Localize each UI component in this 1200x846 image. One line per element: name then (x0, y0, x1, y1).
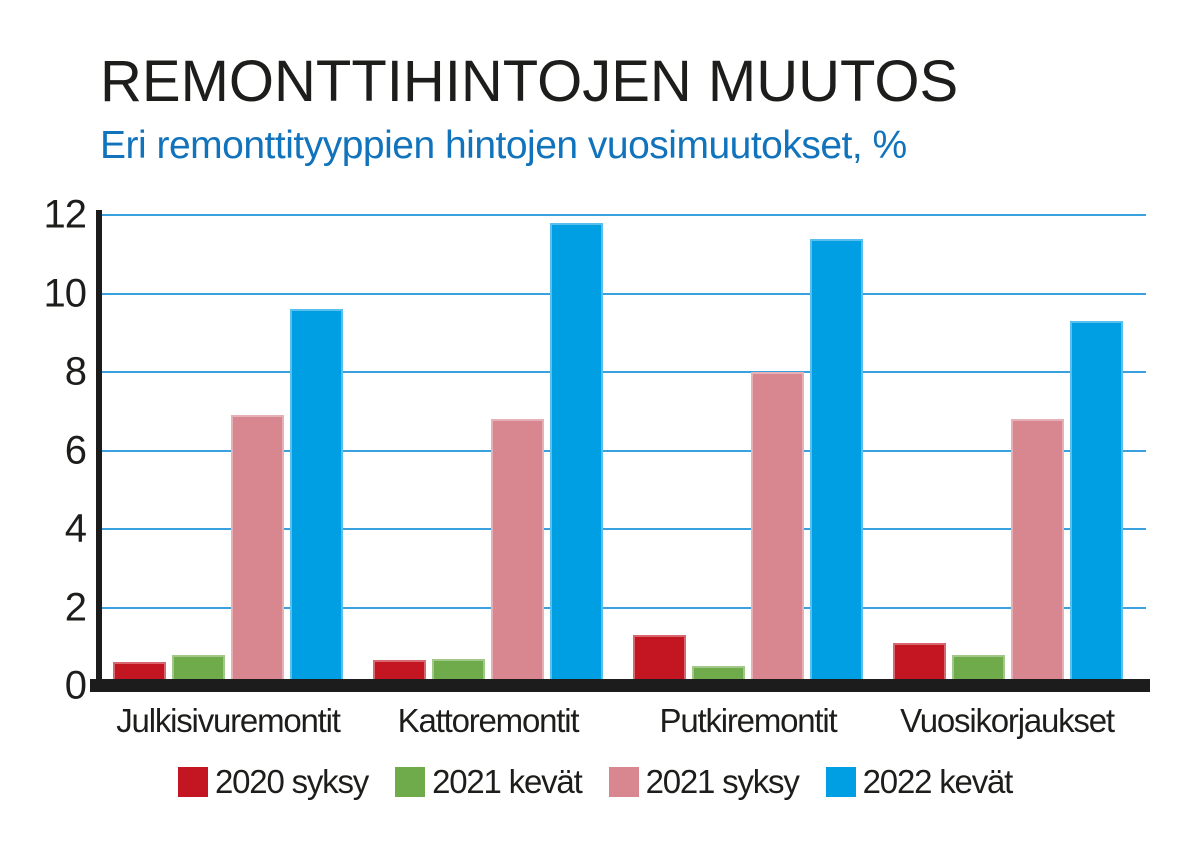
y-axis-tick-label: 4 (64, 506, 87, 551)
gridline-12 (102, 214, 1146, 216)
legend-swatch (825, 767, 856, 797)
chart-subtitle: Eri remonttityyppien hintojen vuosimuuto… (100, 124, 907, 167)
legend-item-2021-syksy: 2021 syksy (608, 763, 800, 801)
x-axis-base-bar (90, 679, 1150, 692)
bar-2021-syksy-putkiremontit (751, 372, 804, 686)
legend-item-2022-kevät: 2022 kevät (825, 763, 1014, 801)
legend-swatch (178, 767, 208, 797)
chart-title: REMONTTIHINTOJEN MUUTOS (100, 49, 959, 114)
gridline-10 (102, 292, 1146, 295)
gridline-6 (102, 449, 1146, 452)
legend-swatch (608, 767, 639, 797)
y-axis-tick-label: 8 (64, 349, 87, 394)
bar-2021-syksy-vuosikorjaukset (1011, 419, 1064, 686)
legend-item-2021-kevät: 2021 kevät (395, 763, 583, 801)
y-axis-tick-label: 10 (43, 271, 88, 315)
x-axis-category-label: Putkiremontit (659, 702, 838, 739)
legend-swatch (395, 767, 426, 797)
legend-label: 2021 kevät (432, 763, 583, 800)
bar-2022-kevät-putkiremontit (810, 238, 863, 686)
y-axis-tick-label: 12 (43, 192, 88, 237)
legend-label: 2022 kevät (862, 763, 1014, 800)
gridline-8 (102, 371, 1146, 373)
bar-2022-kevät-julkisivuremontit (290, 309, 343, 686)
y-axis-tick-label: 0 (64, 663, 87, 708)
y-axis-tick-label: 2 (64, 585, 87, 629)
x-axis-category-label: Kattoremontit (397, 702, 580, 739)
gridline-4 (102, 528, 1146, 530)
bar-2021-syksy-julkisivuremontit (231, 415, 284, 686)
y-axis-line (96, 210, 102, 692)
gridline-2 (102, 606, 1146, 609)
x-axis-category-label: Vuosikorjaukset (900, 702, 1115, 739)
bar-2021-syksy-kattoremontit (491, 419, 544, 686)
legend-item-2020-syksy: 2020 syksy (178, 763, 369, 801)
bar-2020-syksy-vuosikorjaukset (893, 642, 946, 686)
bar-2020-syksy-putkiremontit (633, 634, 686, 686)
bar-2022-kevät-vuosikorjaukset (1070, 320, 1123, 686)
y-axis-tick-label: 6 (64, 428, 87, 472)
legend-label: 2020 syksy (215, 763, 369, 800)
legend-label: 2021 syksy (645, 763, 800, 800)
bar-2022-kevät-kattoremontit (550, 222, 603, 686)
x-axis-category-label: Julkisivuremontit (116, 702, 341, 739)
chart-legend: 2020 syksy 2021 kevät 2021 syksy 2022 kevät (178, 763, 1014, 801)
